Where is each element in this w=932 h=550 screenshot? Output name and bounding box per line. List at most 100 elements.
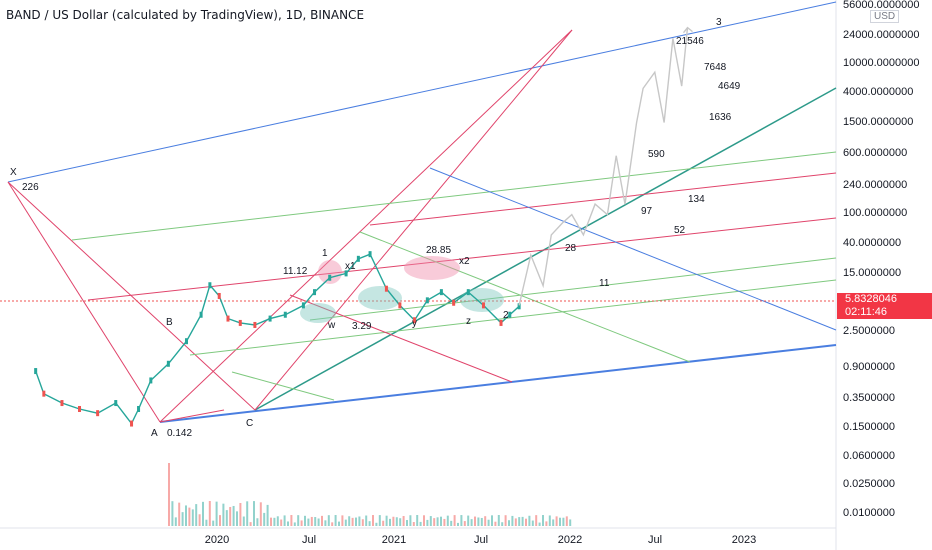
volume-bar — [450, 520, 453, 526]
price-candle — [268, 315, 272, 322]
volume-bar — [361, 519, 364, 526]
volume-bar — [317, 518, 320, 526]
time-axis-tick-label: 2023 — [732, 534, 756, 546]
price-candle — [344, 270, 348, 277]
volume-bar — [327, 515, 330, 526]
point-label: A — [151, 428, 158, 439]
volume-bar — [256, 518, 259, 526]
volume-bar — [433, 518, 436, 526]
volume-bar — [351, 517, 354, 526]
price-candle — [356, 255, 360, 262]
volume-bar — [198, 514, 201, 526]
point-label: 97 — [641, 206, 653, 217]
price-candle — [130, 420, 134, 427]
price-candle — [412, 317, 416, 324]
price-candle — [499, 319, 503, 326]
volume-bar — [548, 515, 551, 526]
volume-bar — [559, 517, 561, 526]
volume-bar — [191, 509, 194, 526]
price-candle — [313, 289, 317, 296]
volume-bar — [297, 515, 300, 526]
chart-title: BAND / US Dollar (calculated by TradingV… — [6, 8, 365, 22]
point-label: 52 — [674, 225, 686, 236]
volume-bar — [280, 519, 283, 526]
volume-bar — [195, 504, 198, 526]
price-candle — [226, 315, 230, 322]
price-axis-tick-label: 0.0250000 — [843, 478, 895, 490]
point-label: 28.85 — [426, 245, 451, 256]
point-label: y — [412, 318, 417, 329]
volume-bar — [528, 515, 531, 526]
volume-bar — [402, 516, 405, 526]
volume-bar — [416, 515, 419, 526]
price-candle — [238, 319, 242, 326]
green-diagonal — [359, 231, 691, 363]
projection-ghost-path — [518, 27, 689, 306]
volume-bar — [208, 501, 211, 526]
volume-bar — [355, 517, 357, 526]
volume-bar — [423, 515, 425, 526]
volume-bar — [372, 515, 374, 526]
price-candle — [34, 368, 38, 375]
pitchfork-right-leg — [7, 181, 256, 411]
volume-bar — [531, 520, 534, 526]
point-label: 226 — [22, 182, 39, 193]
volume-bar — [501, 522, 504, 526]
price-axis-tick-label: 240.0000000 — [843, 179, 907, 191]
point-label: x2 — [459, 256, 470, 267]
volume-bar — [276, 516, 279, 526]
volume-bar — [406, 520, 408, 526]
volume-bar — [565, 516, 568, 526]
volume-bar — [188, 507, 191, 526]
volume-bar — [555, 516, 558, 526]
wave-highlight-ellipse — [300, 303, 336, 323]
price-axis-tick-label: 56000.0000000 — [843, 0, 919, 11]
volume-bar — [293, 522, 296, 526]
volume-bar — [389, 518, 391, 526]
volume-bar — [321, 515, 323, 526]
volume-bar — [263, 512, 266, 526]
volume-bar — [215, 501, 218, 526]
volume-bar — [212, 520, 215, 526]
volume-bar — [178, 502, 181, 526]
price-axis-tick-label: 0.3500000 — [843, 392, 895, 404]
volume-bar — [392, 516, 395, 526]
volume-bar — [287, 521, 289, 526]
point-label: B — [166, 317, 173, 328]
volume-bar — [470, 519, 473, 526]
volume-bar — [348, 516, 351, 526]
last-price-value: 5.8328046 — [845, 293, 897, 305]
volume-bar — [542, 515, 544, 526]
volume-bar — [491, 515, 493, 526]
volume-bar — [270, 517, 272, 526]
currency-label[interactable]: USD — [870, 10, 900, 23]
time-axis-tick-label: Jul — [302, 534, 316, 546]
volume-bar — [440, 516, 442, 526]
price-axis-tick-label: 600.0000000 — [843, 147, 907, 159]
volume-bar — [474, 516, 476, 526]
red-parallel-1 — [87, 217, 837, 301]
volume-bar — [535, 515, 538, 526]
volume-bar — [426, 519, 429, 526]
volume-bar — [290, 515, 293, 526]
price-candle — [60, 400, 64, 407]
volume-bar — [222, 503, 225, 526]
wave-highlight-ellipse — [404, 256, 460, 280]
price-candle — [208, 282, 212, 289]
volume-bar — [239, 502, 242, 526]
price-candle — [384, 285, 388, 292]
volume-bar — [304, 515, 306, 526]
volume-bar — [562, 517, 565, 526]
price-axis-tick-label: 0.1500000 — [843, 421, 895, 433]
volume-bar — [419, 521, 422, 526]
volume-bar — [463, 521, 466, 526]
price-axis-tick-label: 1500.0000000 — [843, 116, 913, 128]
volume-bar — [412, 522, 415, 526]
price-axis-tick-label: 24000.0000000 — [843, 29, 919, 41]
volume-bar — [460, 515, 463, 526]
volume-bar — [487, 519, 490, 526]
time-axis-tick-label: 2021 — [382, 534, 406, 546]
volume-bar — [497, 515, 500, 526]
volume-bar — [324, 520, 327, 526]
